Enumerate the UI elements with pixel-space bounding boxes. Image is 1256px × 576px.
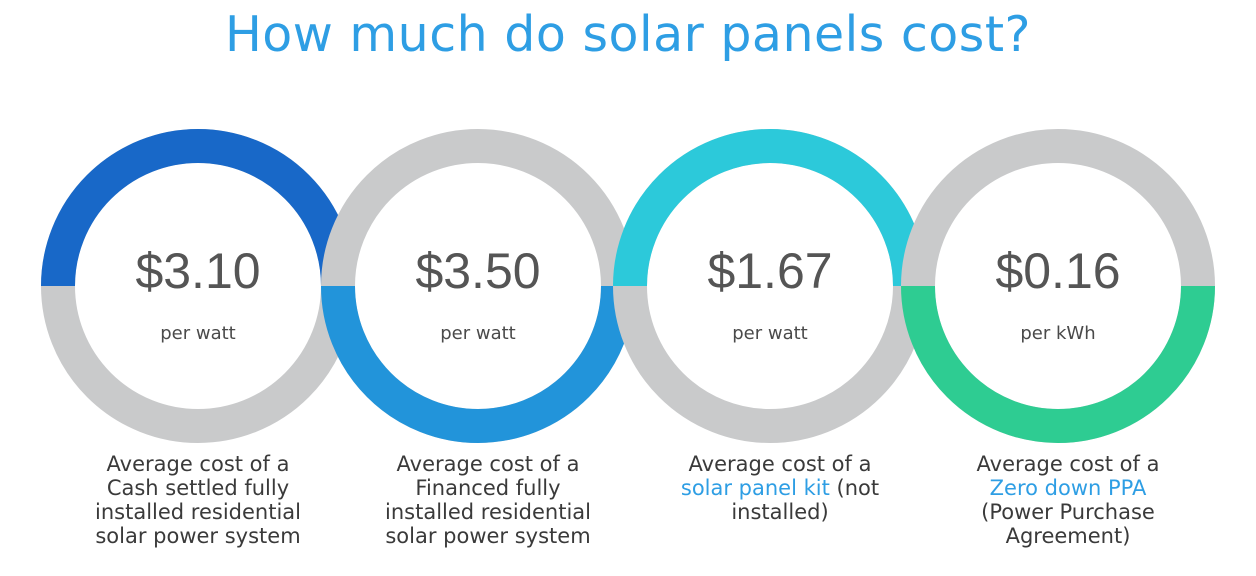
description-panel-kit: Average cost of a solar panel kit (not i… [635,452,925,524]
zero-down-ppa-link[interactable]: Zero down PPA [989,476,1147,500]
price-panel-kit: $1.67 [707,243,833,299]
ring-zero-down-ppa [901,129,1215,443]
description-cash-settled: Average cost of a Cash settled fully ins… [53,452,343,548]
description-financed: Average cost of a Financed fully install… [343,452,633,548]
description-line: Average cost of a [396,452,580,476]
description-line: installed residential [95,500,301,524]
ring-3-accent [613,129,927,287]
description-suffix: (not [829,476,880,500]
description-zero-down-ppa: Average cost of a Zero down PPA (Power P… [923,452,1213,548]
description-line: Average cost of a [976,452,1160,476]
solar-panel-kit-link[interactable]: solar panel kit [680,476,830,500]
description-line: installed) [731,500,829,524]
price-zero-down-ppa: $0.16 [995,243,1121,299]
description-line: solar panel kit (not [635,476,925,500]
page-title: How much do solar panels cost? [224,6,1032,63]
description-line: solar power system [385,524,591,548]
description-line: Agreement) [1005,524,1131,548]
ring-2-accent [321,285,635,443]
ring-4-accent [901,285,1215,443]
description-line: Financed fully [415,476,561,500]
price-cash-settled: $3.10 [135,243,261,299]
price-financed: $3.50 [415,243,541,299]
unit-panel-kit: per watt [732,323,808,344]
ring-1-accent [41,129,355,287]
unit-cash-settled: per watt [160,323,236,344]
unit-financed: per watt [440,323,516,344]
description-line: solar power system [95,524,301,548]
description-line: Average cost of a [106,452,290,476]
description-line: Average cost of a [688,452,872,476]
unit-zero-down-ppa: per kWh [1020,323,1096,344]
description-line: Zero down PPA [923,476,1213,500]
description-line: Cash settled fully [106,476,290,500]
description-line: installed residential [385,500,591,524]
description-line: (Power Purchase [981,500,1155,524]
